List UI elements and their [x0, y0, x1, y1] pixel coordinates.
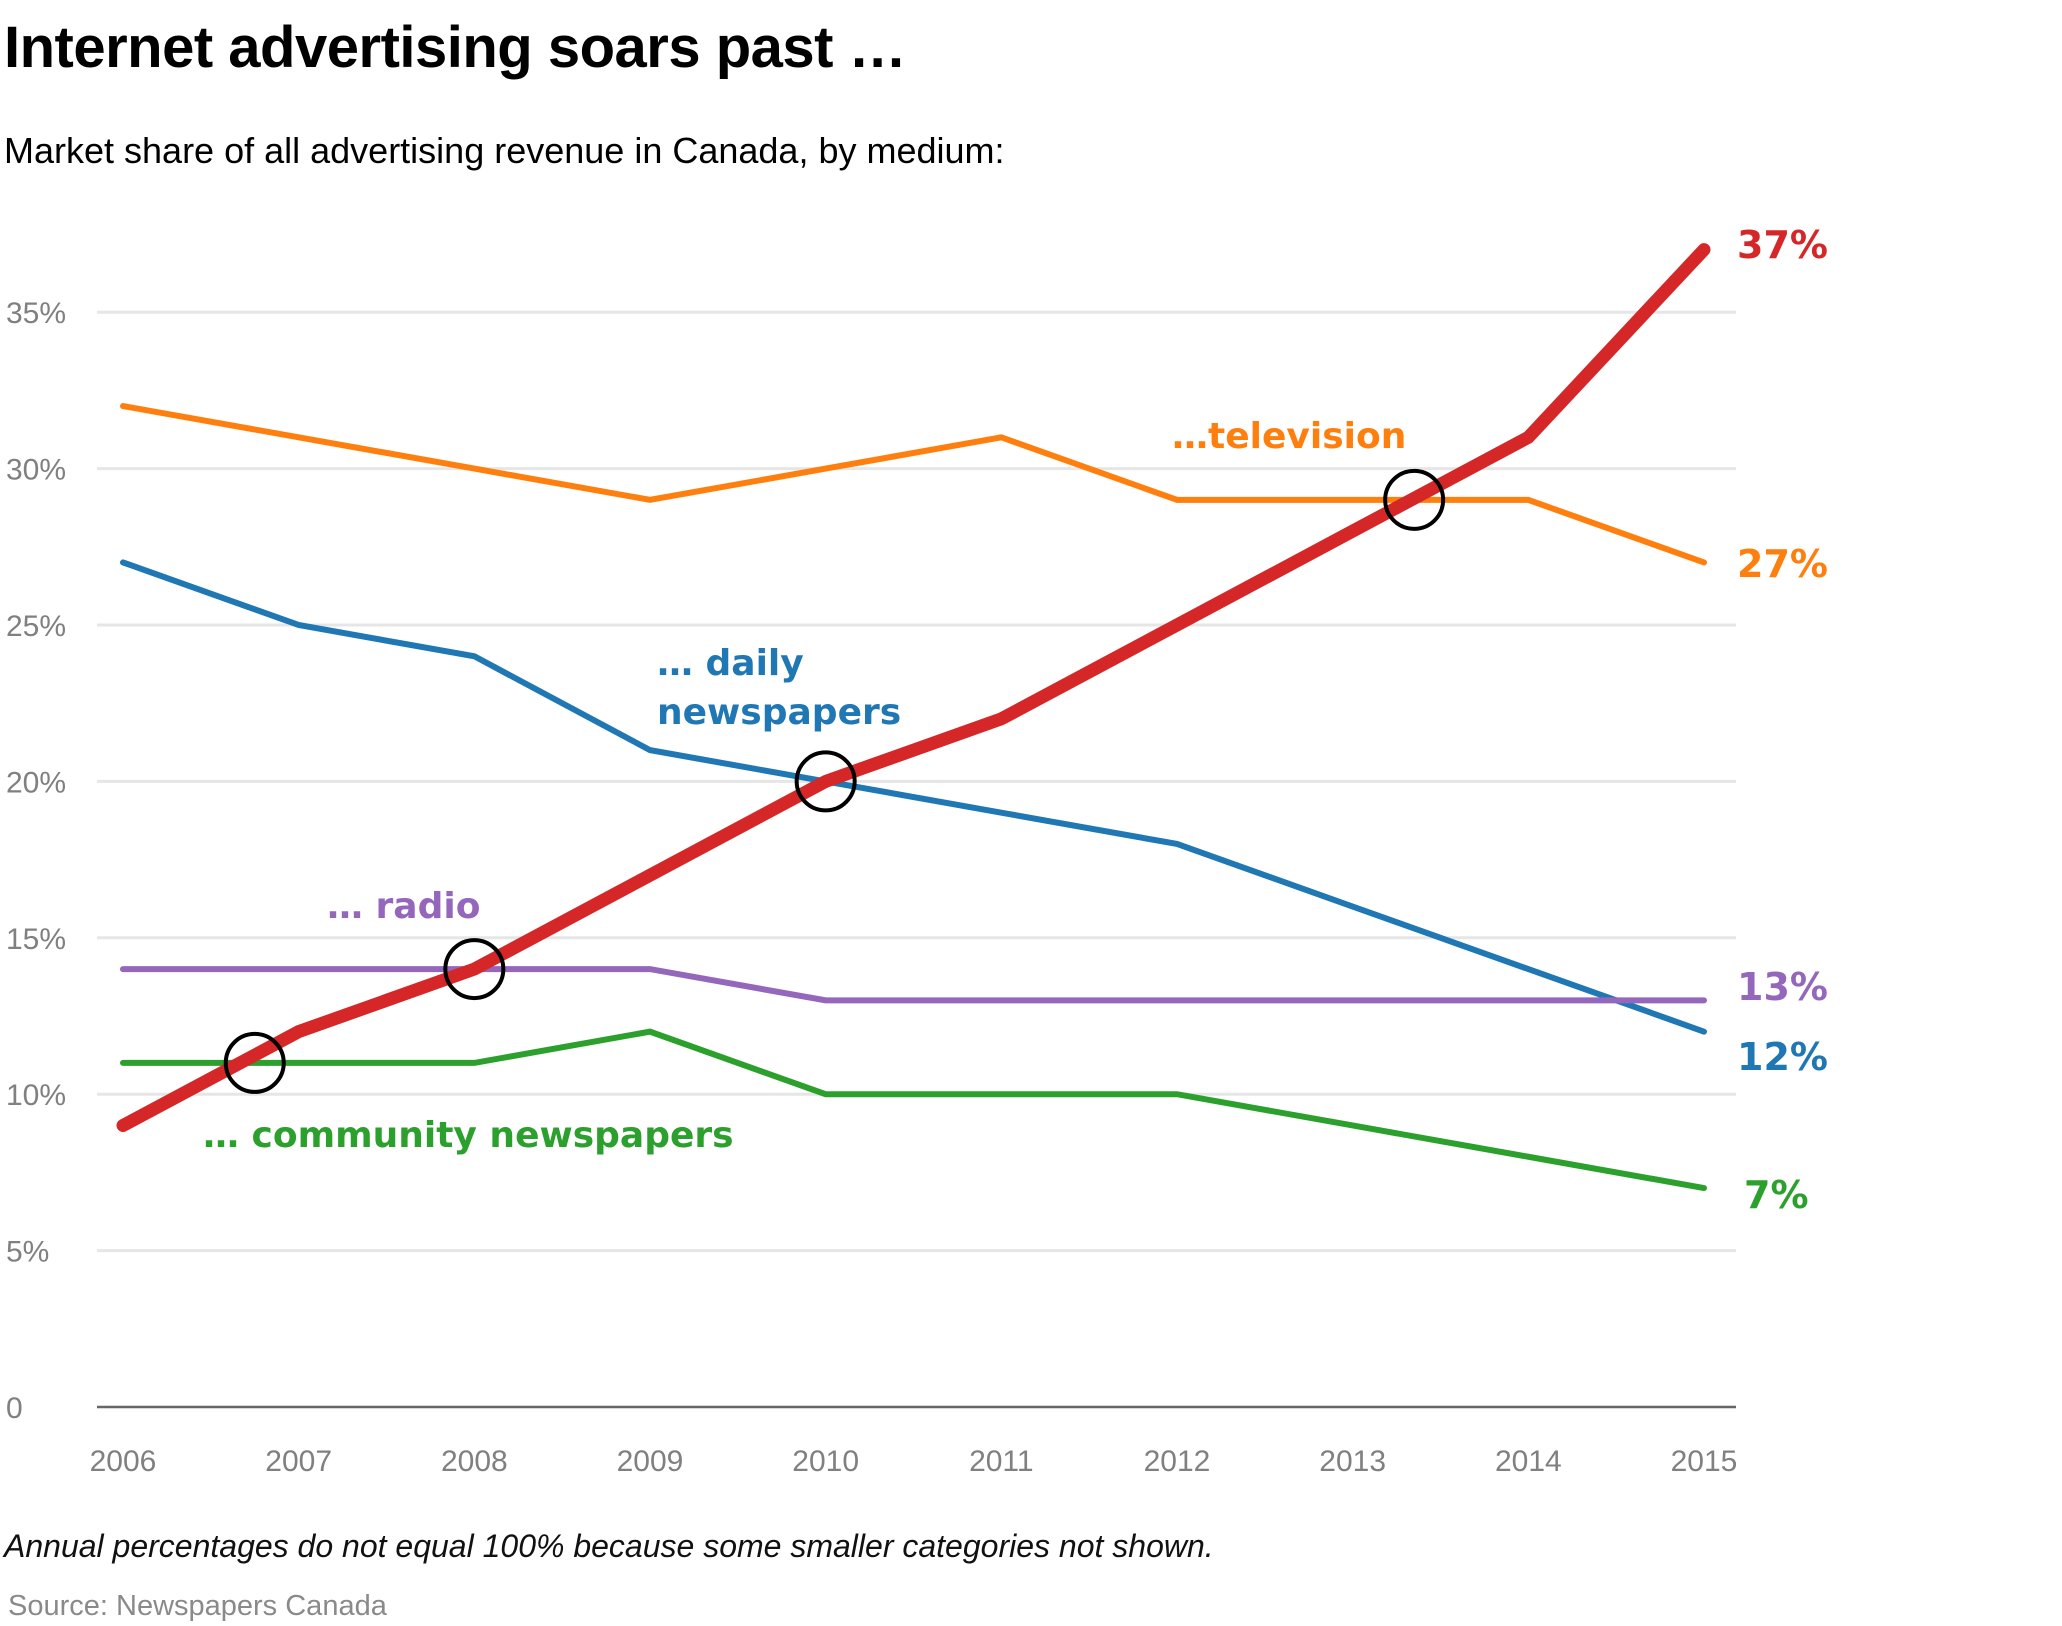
y-tick-label: 20%: [6, 766, 66, 799]
y-tick-label: 15%: [6, 923, 66, 956]
series-line-television: [120, 403, 1707, 566]
y-axis-ticks: 0 5% 10% 15% 20% 25% 30% 35%: [6, 297, 66, 1425]
series-line-internet: [116, 243, 1711, 1132]
chart-subtitle: Market share of all advertising revenue …: [4, 130, 1005, 171]
end-value-label: 13%: [1737, 965, 1828, 1009]
series-lines: [116, 243, 1711, 1192]
series-label-daily-newspapers-line2: newspapers: [657, 692, 901, 733]
x-tick-label: 2014: [1495, 1445, 1562, 1478]
y-tick-label: 30%: [6, 454, 66, 487]
series-label-daily-newspapers-line1: … daily: [657, 643, 804, 684]
end-value-label: 7%: [1744, 1173, 1809, 1217]
x-tick-label: 2008: [441, 1445, 508, 1478]
series-labels: 37% 27% 12% 13% 7% …television … daily newspape…: [203, 223, 1828, 1217]
x-tick-label: 2010: [792, 1445, 859, 1478]
crossing-annotations: [223, 468, 1446, 1094]
footnote: Annual percentages do not equal 100% bec…: [4, 1528, 1214, 1564]
crossing-circle: [794, 750, 857, 813]
y-tick-label: 10%: [6, 1079, 66, 1112]
end-value-label: 12%: [1737, 1035, 1828, 1079]
y-tick-label: 0: [6, 1392, 23, 1425]
end-value-label: 27%: [1737, 542, 1828, 586]
x-tick-label: 2011: [969, 1445, 1034, 1478]
crossing-circle: [1383, 468, 1446, 531]
series-label-radio: … radio: [327, 886, 480, 927]
y-tick-label: 5%: [6, 1236, 49, 1269]
end-value-label: 37%: [1737, 223, 1828, 267]
x-tick-label: 2013: [1319, 1445, 1386, 1478]
series-line-daily-newspapers: [120, 559, 1707, 1035]
series-label-television: …television: [1172, 416, 1406, 457]
chart-title: Internet advertising soars past …: [4, 15, 907, 80]
crossing-circle: [223, 1031, 286, 1094]
source-credit: Source: Newspapers Canada: [8, 1590, 387, 1622]
y-tick-label: 25%: [6, 610, 66, 643]
x-axis-ticks: 2006 2007 2008 2009 2010 2011 2012 2013 2014 2015: [90, 1445, 1738, 1478]
x-tick-label: 2012: [1144, 1445, 1211, 1478]
y-tick-label: 35%: [6, 297, 66, 330]
crossing-circle: [443, 938, 506, 1001]
x-tick-label: 2007: [265, 1445, 332, 1478]
x-tick-label: 2009: [617, 1445, 684, 1478]
series-label-community-newspapers: … community newspapers: [203, 1115, 734, 1156]
series-line-community-newspapers: [120, 1028, 1707, 1192]
x-tick-label: 2015: [1671, 1445, 1738, 1478]
series-line-radio: [120, 966, 1707, 1004]
x-tick-label: 2006: [90, 1445, 157, 1478]
